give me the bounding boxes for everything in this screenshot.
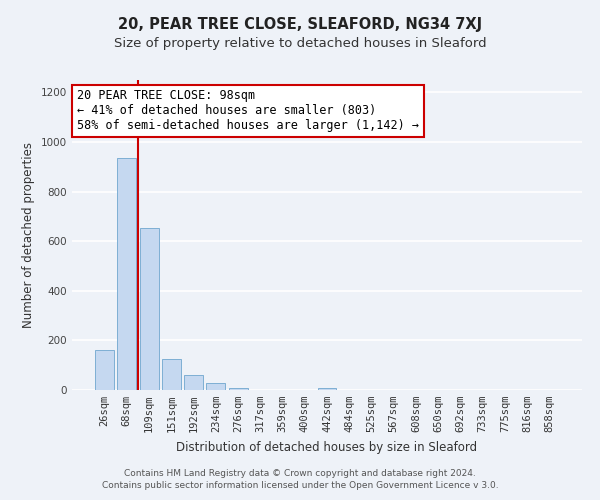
Bar — [140, 228, 158, 390]
Text: Contains HM Land Registry data © Crown copyright and database right 2024.: Contains HM Land Registry data © Crown c… — [124, 468, 476, 477]
Text: 20 PEAR TREE CLOSE: 98sqm
← 41% of detached houses are smaller (803)
58% of semi: 20 PEAR TREE CLOSE: 98sqm ← 41% of detac… — [77, 90, 419, 132]
Bar — [184, 375, 203, 390]
Text: 20, PEAR TREE CLOSE, SLEAFORD, NG34 7XJ: 20, PEAR TREE CLOSE, SLEAFORD, NG34 7XJ — [118, 18, 482, 32]
Y-axis label: Number of detached properties: Number of detached properties — [22, 142, 35, 328]
Text: Size of property relative to detached houses in Sleaford: Size of property relative to detached ho… — [113, 38, 487, 51]
Text: Contains public sector information licensed under the Open Government Licence v : Contains public sector information licen… — [101, 481, 499, 490]
Bar — [118, 158, 136, 390]
Bar — [162, 359, 181, 390]
Bar — [95, 350, 114, 390]
Bar — [229, 388, 248, 390]
Bar — [206, 383, 225, 390]
Bar — [317, 388, 337, 390]
X-axis label: Distribution of detached houses by size in Sleaford: Distribution of detached houses by size … — [176, 440, 478, 454]
